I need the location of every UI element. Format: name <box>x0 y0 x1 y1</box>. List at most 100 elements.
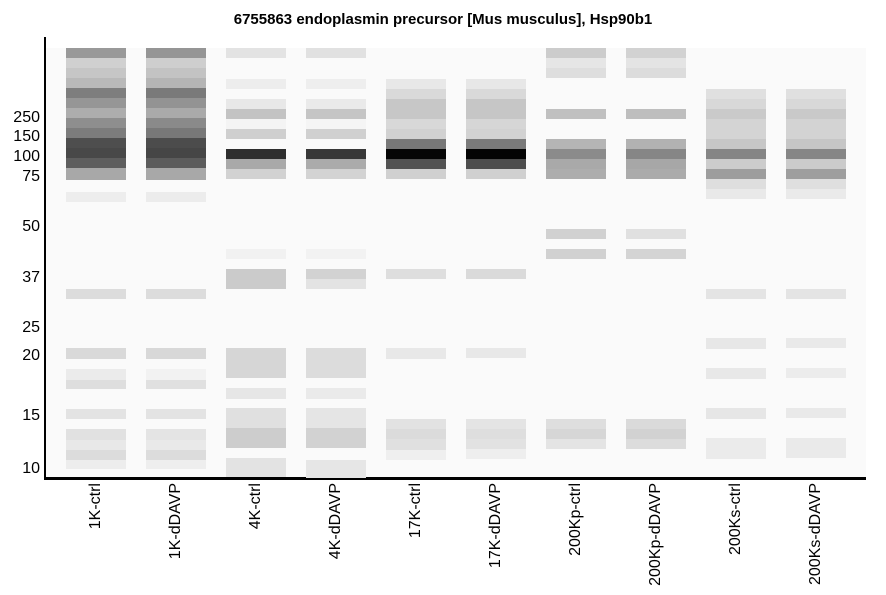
gel-band <box>146 88 206 98</box>
gel-lane <box>66 0 126 595</box>
gel-band <box>786 159 846 169</box>
gel-band <box>626 68 686 78</box>
gel-band <box>306 169 366 179</box>
gel-band <box>386 89 446 99</box>
gel-band <box>66 68 126 78</box>
gel-band <box>66 98 126 108</box>
y-axis-tick-label: 15 <box>22 407 40 424</box>
gel-band <box>66 158 126 168</box>
gel-band <box>66 460 126 469</box>
gel-band <box>546 58 606 68</box>
gel-band <box>66 148 126 158</box>
gel-band <box>466 149 526 159</box>
gel-band <box>546 68 606 78</box>
gel-band <box>386 269 446 279</box>
gel-band <box>306 348 366 378</box>
gel-band <box>466 99 526 119</box>
gel-band <box>146 78 206 88</box>
gel-band <box>306 388 366 399</box>
gel-band <box>466 269 526 279</box>
gel-band <box>626 169 686 179</box>
gel-band <box>146 168 206 180</box>
gel-band <box>146 68 206 78</box>
gel-band <box>386 419 446 429</box>
gel-band <box>786 338 846 348</box>
gel-band <box>66 88 126 98</box>
y-axis-tick-label: 37 <box>22 269 40 286</box>
gel-band <box>546 249 606 259</box>
gel-band <box>466 79 526 89</box>
gel-band <box>66 380 126 389</box>
gel-band <box>226 388 286 399</box>
gel-band <box>146 148 206 158</box>
gel-band <box>146 289 206 299</box>
gel-band <box>626 159 686 169</box>
gel-band <box>546 169 606 179</box>
gel-band <box>306 408 366 428</box>
gel-lane <box>626 0 686 595</box>
gel-band <box>786 109 846 119</box>
gel-band <box>386 348 446 359</box>
gel-band <box>146 369 206 380</box>
gel-band <box>386 149 446 159</box>
gel-lane <box>306 0 366 595</box>
gel-band <box>386 79 446 89</box>
gel-band <box>706 408 766 419</box>
gel-band <box>546 439 606 449</box>
x-axis-lane-label: 1K-ctrl <box>87 483 104 530</box>
gel-lane <box>466 0 526 595</box>
gel-band <box>226 269 286 289</box>
gel-band <box>466 419 526 429</box>
gel-band <box>626 249 686 259</box>
gel-band <box>146 48 206 58</box>
gel-band <box>306 48 366 58</box>
gel-band <box>786 189 846 199</box>
gel-band <box>786 179 846 189</box>
y-axis-tick-label: 25 <box>22 319 40 336</box>
gel-band <box>146 98 206 108</box>
gel-band <box>306 460 366 478</box>
gel-band <box>546 429 606 439</box>
gel-band <box>146 460 206 469</box>
figure-title: 6755863 endoplasmin precursor [Mus muscu… <box>233 11 653 28</box>
gel-band <box>466 429 526 439</box>
gel-band <box>306 79 366 89</box>
gel-band <box>226 129 286 139</box>
gel-band <box>146 429 206 440</box>
x-axis-lane-label: 4K-ctrl <box>247 483 264 530</box>
y-axis-tick-label: 75 <box>22 168 40 185</box>
gel-band <box>466 119 526 129</box>
gel-band <box>466 139 526 149</box>
gel-band <box>66 348 126 359</box>
gel-band <box>66 78 126 88</box>
gel-band <box>706 89 766 99</box>
gel-band <box>706 368 766 379</box>
gel-band <box>66 450 126 460</box>
gel-band <box>306 129 366 139</box>
gel-band <box>66 138 126 148</box>
gel-band <box>306 428 366 448</box>
gel-band <box>386 439 446 450</box>
x-axis-line <box>44 477 866 480</box>
gel-band <box>306 159 366 169</box>
gel-band <box>626 429 686 439</box>
gel-band <box>706 139 766 149</box>
x-axis-lane-label: 17K-ctrl <box>407 483 424 539</box>
gel-band <box>66 48 126 58</box>
gel-band <box>226 458 286 477</box>
gel-band <box>146 158 206 168</box>
gel-band <box>706 99 766 109</box>
gel-band <box>466 159 526 169</box>
gel-band <box>226 169 286 179</box>
gel-band <box>146 128 206 138</box>
x-axis-lane-label: 200Ks-dDAVP <box>807 483 824 585</box>
gel-band <box>306 109 366 119</box>
y-axis-tick-label: 250 <box>13 109 40 126</box>
x-axis-lane-label: 17K-dDAVP <box>487 483 504 569</box>
gel-band <box>706 338 766 349</box>
gel-band <box>226 348 286 378</box>
gel-band <box>226 48 286 58</box>
gel-band <box>466 169 526 179</box>
gel-band <box>466 439 526 449</box>
